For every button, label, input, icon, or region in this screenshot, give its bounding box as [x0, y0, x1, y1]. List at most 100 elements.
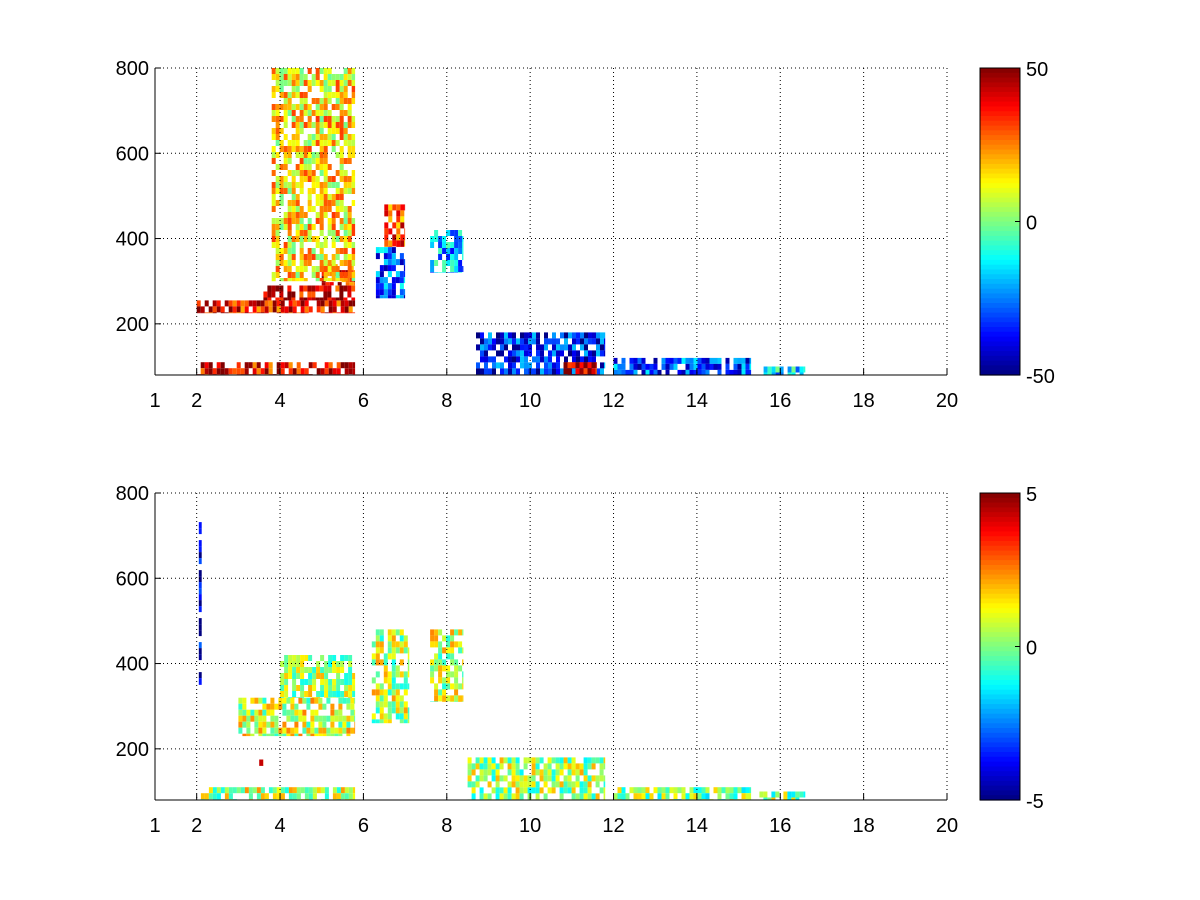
heatmap-cell: [434, 701, 439, 702]
heatmap-cell: [604, 362, 606, 369]
heatmap-cell: [320, 655, 325, 661]
heatmap-cell: [560, 332, 564, 339]
colorbar-swatch: [980, 360, 1020, 367]
heatmap-cell: [335, 92, 340, 98]
heatmap-cell: [775, 372, 780, 375]
heatmap-cell: [291, 212, 296, 218]
heatmap-cell: [294, 709, 299, 716]
heatmap-cell: [319, 98, 324, 104]
heatmap-cell: [270, 697, 275, 704]
heatmap-cell: [311, 74, 316, 80]
heatmap-cell: [571, 769, 576, 776]
heatmap-cell: [327, 134, 332, 140]
heatmap-cell: [791, 797, 796, 800]
heatmap-cell: [270, 709, 275, 716]
heatmap-cell: [236, 787, 241, 794]
heatmap-cell: [331, 104, 336, 110]
heatmap-cell: [799, 791, 804, 798]
colorbar-swatch: [980, 370, 1020, 376]
heatmap-cell: [342, 697, 347, 704]
heatmap-cell: [564, 338, 568, 345]
heatmap-cell: [328, 685, 333, 691]
heatmap-cell: [296, 667, 301, 673]
heatmap-cell: [351, 92, 356, 98]
heatmap-cell: [311, 236, 316, 242]
heatmap-cell: [536, 350, 540, 357]
heatmap-cell: [399, 719, 404, 724]
heatmap-cell: [208, 306, 213, 313]
heatmap-cell: [507, 769, 512, 776]
heatmap-cell: [351, 146, 356, 152]
heatmap-cell: [787, 366, 792, 373]
heatmap-cell: [458, 248, 463, 254]
heatmap-cell: [325, 282, 330, 286]
heatmap-cell: [319, 182, 324, 188]
heatmap-cell: [283, 188, 288, 194]
heatmap-cell: [279, 285, 284, 292]
heatmap-cell: [212, 312, 217, 314]
heatmap-cell: [335, 104, 340, 110]
heatmap-cell: [563, 763, 568, 770]
heatmap-cell: [567, 775, 572, 782]
heatmap-cell: [641, 363, 646, 370]
heatmap-cell: [434, 635, 439, 642]
heatmap-cell: [198, 594, 202, 601]
heatmap-cell: [375, 671, 380, 678]
heatmap-cell: [434, 641, 439, 648]
heatmap-cell: [531, 769, 536, 776]
heatmap-cell: [564, 332, 568, 339]
heatmap-cell: [572, 338, 576, 345]
heatmap-cell: [347, 266, 352, 272]
heatmap-cell: [383, 259, 388, 266]
heatmap-cell: [454, 272, 459, 273]
heatmap-region: [196, 300, 356, 314]
colorbar-swatch: [980, 507, 1020, 513]
heatmap-cell: [344, 691, 349, 697]
heatmap-cell: [295, 86, 300, 92]
heatmap-region: [467, 757, 606, 800]
heatmap-cell: [287, 242, 292, 248]
heatmap-cell: [228, 306, 233, 313]
heatmap-cell: [238, 727, 243, 734]
heatmap-cell: [434, 230, 439, 236]
heatmap-cell: [454, 683, 459, 690]
heatmap-cell: [295, 116, 300, 122]
heatmap-cell: [275, 266, 280, 272]
heatmap-cell: [328, 661, 333, 667]
heatmap-cell: [396, 234, 401, 241]
heatmap-cell: [271, 182, 276, 188]
colorbar-swatch: [980, 680, 1020, 686]
heatmap-cell: [307, 176, 312, 182]
heatmap-cell: [532, 368, 536, 375]
heatmap-cell: [352, 685, 356, 691]
heatmap-cell: [335, 297, 340, 301]
heatmap-cell: [279, 176, 284, 182]
colorbar-swatch: [980, 231, 1020, 237]
heatmap-cell: [387, 635, 392, 642]
heatmap-cell: [327, 266, 332, 272]
heatmap-cell: [345, 282, 350, 286]
heatmap-cell: [488, 332, 492, 339]
heatmap-cell: [343, 158, 348, 164]
heatmap-cell: [568, 332, 572, 339]
heatmap-cell: [320, 679, 325, 685]
heatmap-cell: [351, 182, 356, 188]
heatmap-cell: [315, 272, 320, 278]
heatmap-cell: [287, 92, 292, 98]
heatmap-cell: [741, 357, 746, 364]
heatmap-cell: [299, 110, 304, 116]
heatmap-cell: [238, 709, 243, 716]
colorbar-swatch: [980, 245, 1020, 251]
colorbar-swatch: [980, 723, 1020, 729]
heatmap-cell: [343, 248, 348, 254]
heatmap-cell: [331, 140, 336, 146]
heatmap-cell: [516, 338, 520, 345]
heatmap-cell: [299, 74, 304, 80]
heatmap-cell: [271, 206, 276, 212]
heatmap-cell: [596, 332, 600, 339]
colorbar-swatch: [980, 293, 1020, 299]
heatmap-cell: [275, 128, 280, 134]
heatmap-cell: [275, 68, 280, 74]
heatmap-cell: [340, 300, 345, 307]
heatmap-cell: [552, 350, 556, 357]
